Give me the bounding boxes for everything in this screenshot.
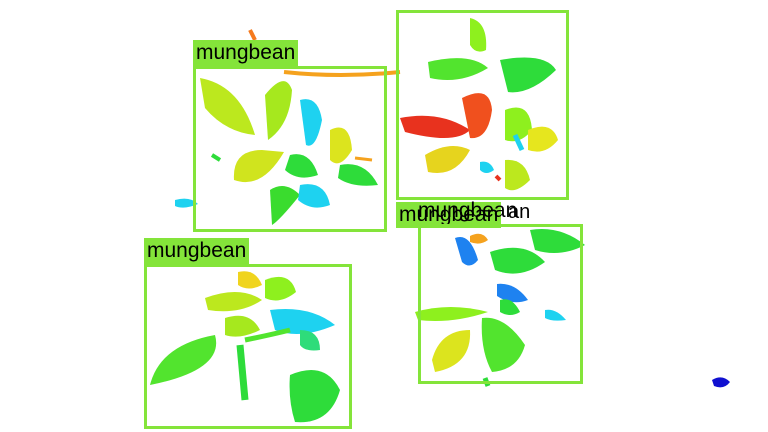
detection-box-2: [396, 10, 569, 200]
detection-label-1: mungbean: [193, 40, 299, 66]
detection-label-2: mungbean: [396, 202, 502, 228]
plant-top-left: [175, 29, 401, 225]
blue-speck: [712, 377, 730, 388]
detection-box-3: [144, 264, 352, 429]
detection-box-4: [418, 224, 583, 384]
detection-label-overlap-fragment: an: [508, 201, 531, 223]
plant-bottom-right: [415, 229, 585, 387]
plant-top-right: [400, 18, 558, 191]
plant-bottom-left: [150, 271, 340, 423]
detection-label-4: mungbean: [418, 199, 518, 222]
detection-box-1: [193, 66, 387, 232]
detection-label-3: mungbean: [144, 238, 250, 264]
